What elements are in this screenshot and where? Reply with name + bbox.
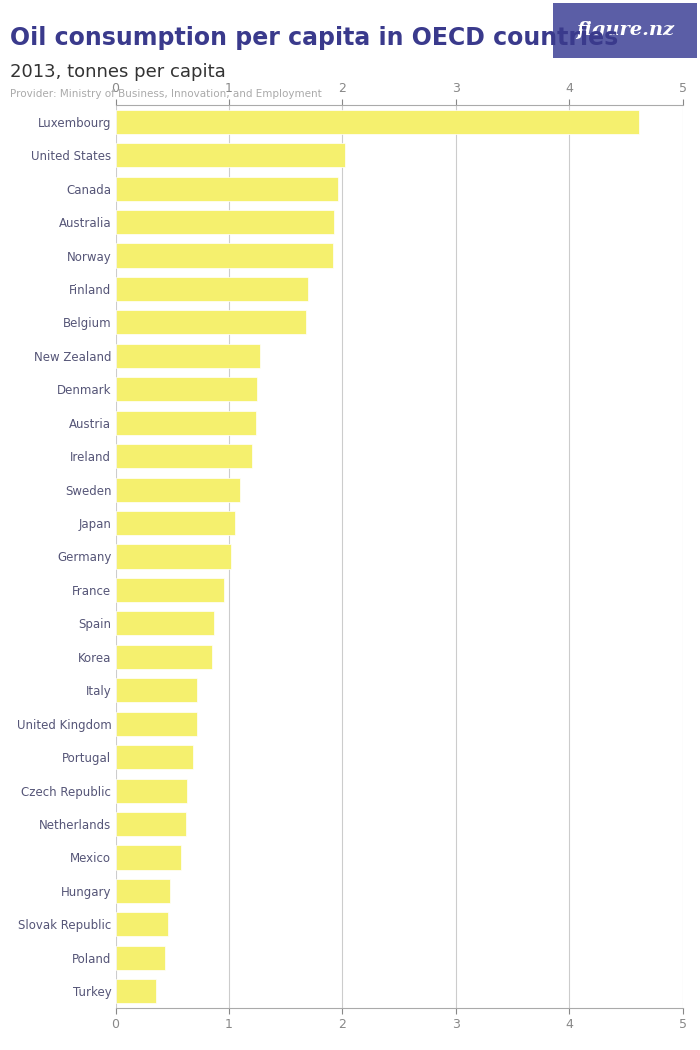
Bar (116, 645, 212, 669)
Bar (116, 143, 344, 167)
Bar (116, 678, 197, 702)
Text: 2013, tonnes per capita: 2013, tonnes per capita (10, 63, 226, 81)
Text: figure.nz: figure.nz (575, 21, 674, 40)
Bar (116, 343, 260, 368)
Bar (116, 845, 181, 869)
Bar (116, 746, 192, 770)
Bar (116, 778, 187, 802)
Bar (116, 545, 231, 568)
Bar (116, 109, 639, 133)
Bar (116, 946, 165, 970)
Bar (116, 444, 251, 468)
Bar (116, 244, 333, 268)
Bar (116, 578, 225, 602)
Bar (116, 712, 197, 736)
Bar (116, 176, 338, 201)
Bar (116, 912, 168, 937)
Bar (116, 210, 335, 234)
Bar (116, 980, 156, 1004)
Bar (116, 478, 240, 502)
Bar (116, 377, 258, 401)
Bar (116, 611, 214, 635)
Bar (116, 311, 306, 335)
Bar (116, 411, 256, 435)
Bar (116, 812, 186, 836)
Bar (116, 277, 308, 301)
Bar (116, 879, 170, 903)
Text: Oil consumption per capita in OECD countries: Oil consumption per capita in OECD count… (10, 26, 619, 50)
Text: Provider: Ministry of Business, Innovation, and Employment: Provider: Ministry of Business, Innovati… (10, 89, 322, 100)
Bar (116, 511, 234, 536)
